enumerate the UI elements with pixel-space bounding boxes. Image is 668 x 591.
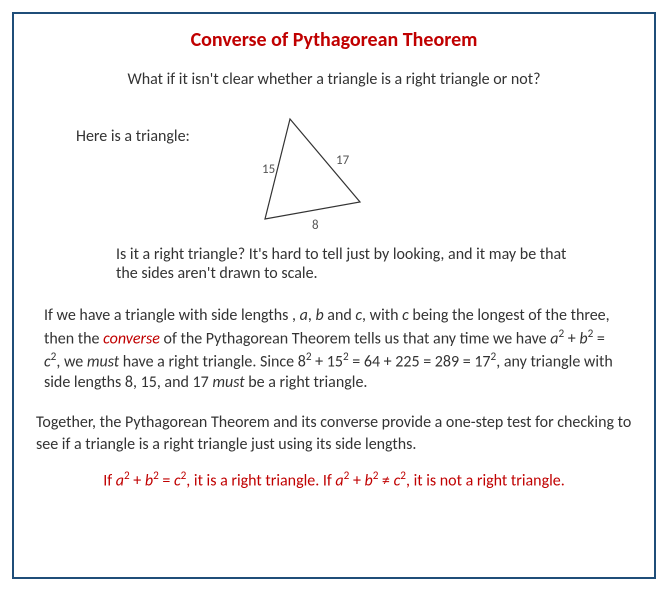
t: = <box>593 329 605 348</box>
var-b: b <box>315 306 323 325</box>
t: be a right triangle. <box>245 373 368 392</box>
t: = <box>159 472 174 491</box>
t: , with <box>362 306 402 325</box>
rule-a2: a <box>335 472 343 491</box>
side-c-label: 17 <box>336 153 350 168</box>
rule-b2: b <box>365 472 373 491</box>
rule-a: a <box>116 472 124 491</box>
t: + <box>349 472 364 491</box>
t: and <box>324 306 356 325</box>
must-word: must <box>87 352 119 371</box>
eq-b: b <box>579 329 587 348</box>
must-word-2: must <box>212 373 244 392</box>
side-a-label: 15 <box>262 162 275 177</box>
rule-b: b <box>145 472 153 491</box>
t: , we <box>56 352 86 371</box>
var-c2: c <box>402 306 409 325</box>
triangle-label: Here is a triangle: <box>76 127 190 146</box>
question-text: Is it a right triangle? It's hard to tel… <box>116 245 572 283</box>
eq-a: a <box>550 329 558 348</box>
intro-text: What if it isn't clear whether a triangl… <box>66 70 602 89</box>
triangle-diagram: 15 17 8 <box>220 107 400 237</box>
summary-paragraph: Together, the Pythagorean Theorem and it… <box>36 412 632 455</box>
converse-word: converse <box>103 329 160 348</box>
t: If we have a triangle with side lengths … <box>44 306 300 325</box>
var-a: a <box>300 306 308 325</box>
eq-c: c <box>44 352 51 371</box>
t: ≠ <box>378 472 393 491</box>
content-frame: Converse of Pythagorean Theorem What if … <box>12 12 656 579</box>
rule-c: c <box>174 472 181 491</box>
t: , it is not a right triangle. <box>406 472 565 491</box>
page: Converse of Pythagorean Theorem What if … <box>0 0 668 591</box>
t: have a right triangle. Since 8 <box>119 352 306 371</box>
triangle-row: Here is a triangle: 15 17 8 <box>76 107 632 237</box>
t: + 15 <box>312 352 343 371</box>
rule-line: If a2 + b2 = c2, it is a right triangle.… <box>44 469 624 490</box>
side-b-label: 8 <box>312 218 319 233</box>
t: + <box>564 329 579 348</box>
explanation-paragraph: If we have a triangle with side lengths … <box>44 305 624 394</box>
t: , it is a right triangle. If <box>186 472 335 491</box>
t: of the Pythagorean Theorem tells us that… <box>160 329 550 348</box>
t: If <box>103 472 116 491</box>
t: + <box>130 472 145 491</box>
triangle-shape <box>265 119 360 219</box>
t: = 64 + 225 = 289 = 17 <box>349 352 491 371</box>
page-title: Converse of Pythagorean Theorem <box>36 28 632 52</box>
